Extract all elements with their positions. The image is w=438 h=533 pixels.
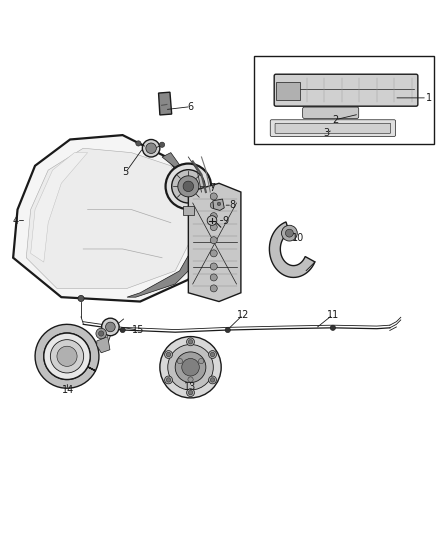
Circle shape — [78, 295, 84, 302]
Circle shape — [210, 263, 217, 270]
Text: 15: 15 — [132, 325, 144, 335]
Circle shape — [120, 327, 125, 333]
Text: 13: 13 — [184, 382, 197, 392]
Polygon shape — [26, 148, 193, 288]
Text: 1: 1 — [426, 93, 432, 103]
Text: 11: 11 — [327, 310, 339, 320]
Circle shape — [187, 338, 194, 346]
Circle shape — [168, 344, 213, 390]
Circle shape — [96, 328, 106, 339]
Circle shape — [50, 340, 84, 373]
Circle shape — [136, 141, 141, 146]
Polygon shape — [31, 152, 88, 262]
Circle shape — [198, 359, 204, 364]
Circle shape — [166, 352, 171, 357]
Circle shape — [182, 359, 199, 376]
Circle shape — [166, 164, 211, 209]
Text: 14: 14 — [62, 385, 74, 395]
Bar — [276, 82, 300, 100]
Text: 3: 3 — [323, 128, 329, 138]
Polygon shape — [213, 199, 224, 211]
Circle shape — [210, 250, 217, 257]
Polygon shape — [13, 135, 206, 302]
Circle shape — [44, 333, 90, 379]
Circle shape — [146, 143, 156, 154]
Circle shape — [159, 142, 165, 147]
Circle shape — [210, 352, 215, 357]
Circle shape — [210, 193, 217, 200]
Polygon shape — [97, 336, 110, 353]
Circle shape — [217, 202, 221, 206]
Circle shape — [165, 376, 173, 384]
Circle shape — [210, 213, 217, 220]
Circle shape — [183, 181, 194, 191]
Polygon shape — [127, 152, 206, 297]
Circle shape — [188, 391, 193, 395]
Circle shape — [165, 351, 173, 359]
Circle shape — [177, 359, 183, 364]
Circle shape — [106, 322, 115, 332]
Circle shape — [208, 376, 216, 384]
Text: 6: 6 — [187, 102, 194, 111]
FancyBboxPatch shape — [274, 74, 418, 106]
Circle shape — [187, 389, 194, 397]
Text: 10: 10 — [292, 233, 304, 243]
Text: 12: 12 — [237, 310, 249, 320]
Circle shape — [175, 352, 206, 383]
Circle shape — [160, 336, 221, 398]
Circle shape — [210, 237, 217, 244]
Text: 9: 9 — [223, 215, 229, 225]
Circle shape — [188, 377, 193, 382]
Polygon shape — [188, 183, 241, 302]
Circle shape — [207, 216, 217, 225]
Circle shape — [210, 285, 217, 292]
Circle shape — [99, 331, 104, 336]
Text: 5: 5 — [122, 167, 128, 177]
FancyBboxPatch shape — [303, 107, 359, 118]
Text: 4: 4 — [12, 215, 18, 225]
Circle shape — [330, 325, 336, 330]
Circle shape — [210, 201, 217, 209]
Text: 7: 7 — [209, 183, 215, 192]
Bar — [183, 206, 194, 215]
Polygon shape — [269, 222, 315, 278]
Circle shape — [166, 378, 171, 382]
Text: 8: 8 — [229, 200, 235, 210]
Bar — [254, 56, 434, 144]
Circle shape — [188, 340, 193, 344]
Circle shape — [225, 327, 230, 333]
Circle shape — [210, 378, 215, 382]
Circle shape — [172, 169, 205, 203]
FancyBboxPatch shape — [275, 123, 391, 133]
Circle shape — [57, 346, 77, 366]
Circle shape — [282, 225, 297, 241]
Circle shape — [208, 351, 216, 359]
Circle shape — [142, 140, 160, 157]
Circle shape — [210, 223, 217, 231]
Text: 2: 2 — [332, 115, 338, 125]
Circle shape — [286, 229, 293, 237]
Polygon shape — [35, 324, 99, 388]
Polygon shape — [159, 92, 172, 115]
FancyBboxPatch shape — [270, 120, 396, 136]
Circle shape — [210, 274, 217, 281]
Circle shape — [178, 176, 199, 197]
Circle shape — [102, 318, 119, 336]
